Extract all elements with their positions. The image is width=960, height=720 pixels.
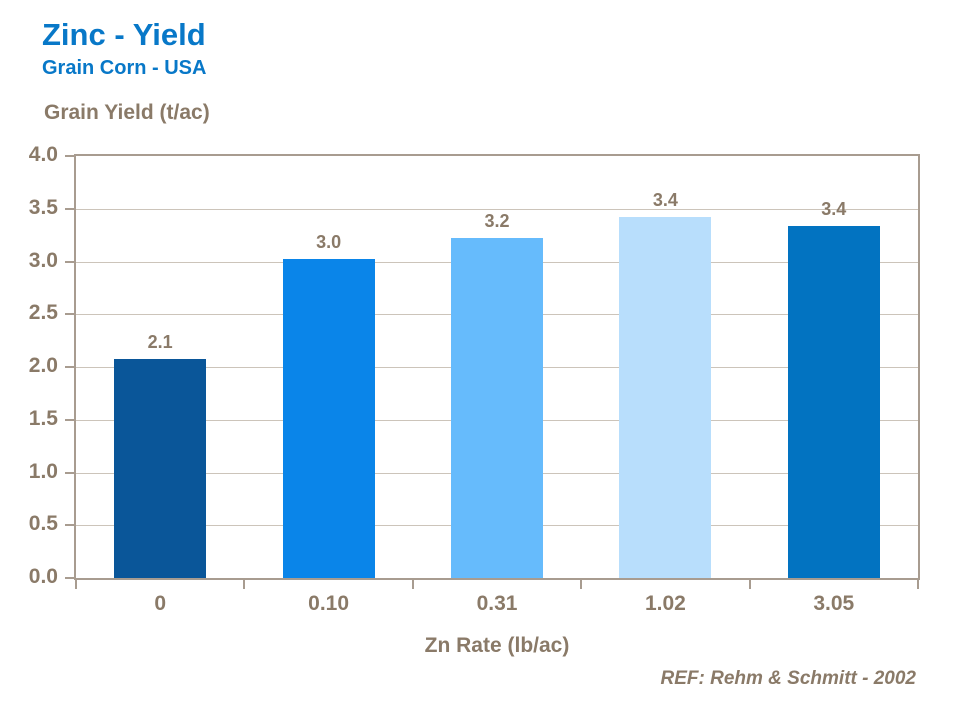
x-tick-mark xyxy=(75,580,77,589)
bar xyxy=(114,358,207,578)
y-tick-label: 2.5 xyxy=(28,301,58,325)
x-category-label: 1.02 xyxy=(644,592,686,615)
y-tick-mark xyxy=(65,366,74,368)
bar-value-label: 2.1 xyxy=(147,331,173,352)
chart-title: Zinc - Yield xyxy=(42,17,206,52)
y-tick-mark xyxy=(65,207,74,210)
y-tick-mark xyxy=(65,577,74,579)
reference-citation: REF: Rehm & Schmitt - 2002 xyxy=(660,668,917,689)
bar-value-label: 3.0 xyxy=(316,232,342,253)
chart-subtitle: Grain Corn - USA xyxy=(42,57,207,79)
y-tick-mark xyxy=(65,155,74,157)
x-axis-title: Zn Rate (lb/ac) xyxy=(424,634,570,657)
x-category-label: 0.10 xyxy=(308,592,350,615)
bar xyxy=(619,217,712,578)
y-tick-label: 3.0 xyxy=(28,248,58,272)
y-tick-mark xyxy=(65,418,74,421)
y-tick-label: 1.5 xyxy=(28,406,58,430)
y-axis-title: Grain Yield (t/ac) xyxy=(44,101,210,124)
x-tick-mark xyxy=(580,580,583,589)
y-tick-mark xyxy=(65,524,74,527)
y-tick-label: 0.5 xyxy=(28,512,58,536)
y-tick-mark xyxy=(65,471,74,474)
bar xyxy=(451,238,543,578)
x-tick-mark xyxy=(748,580,751,589)
y-tick-label: 3.5 xyxy=(28,195,58,219)
y-tick-mark xyxy=(65,313,74,316)
x-tick-mark xyxy=(917,580,919,589)
x-tick-mark xyxy=(243,580,246,589)
bar xyxy=(282,259,375,578)
gridline xyxy=(76,208,918,210)
y-tick-label: 0.0 xyxy=(28,565,58,589)
x-category-label: 3.05 xyxy=(813,592,855,615)
bar-value-label: 3.2 xyxy=(484,211,510,232)
x-category-label: 0 xyxy=(154,592,167,615)
y-tick-mark xyxy=(65,260,74,263)
bar-value-label: 3.4 xyxy=(821,198,847,219)
y-tick-label: 2.0 xyxy=(28,354,58,378)
x-category-label: 0.31 xyxy=(476,592,518,615)
bar xyxy=(787,225,880,578)
y-tick-label: 4.0 xyxy=(28,143,58,167)
bar-value-label: 3.4 xyxy=(652,190,678,211)
plot-area: 2.1 3.0 3.2 3.4 3.4 xyxy=(74,154,920,580)
y-tick-label: 1.0 xyxy=(28,459,58,483)
x-tick-mark xyxy=(411,580,414,589)
